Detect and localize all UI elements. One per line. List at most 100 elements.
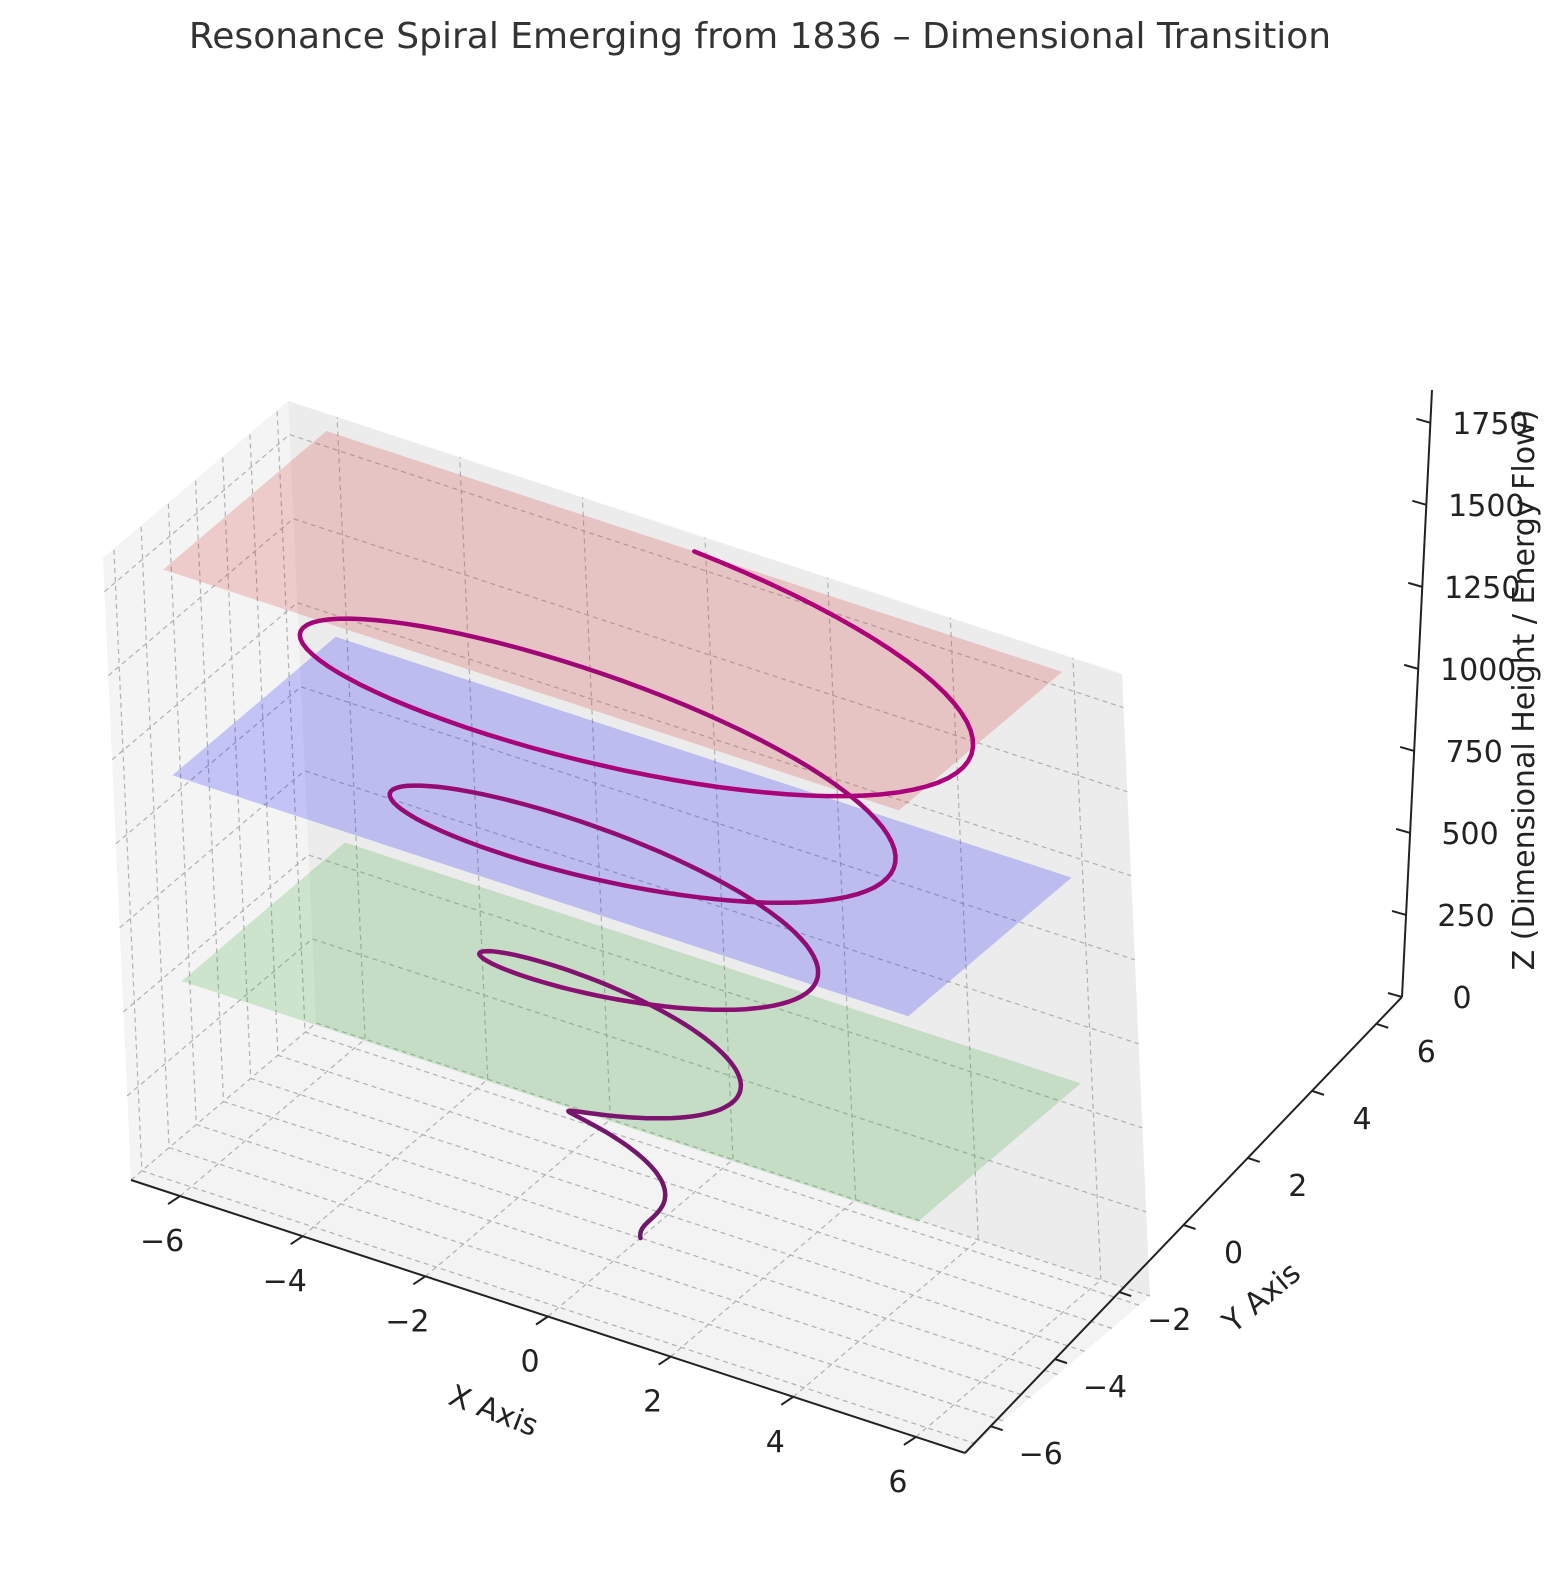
spiral-segment	[615, 997, 738, 1013]
z-axis-line	[1401, 389, 1433, 998]
spiral-segment	[904, 658, 976, 757]
z-tick-mark	[1403, 663, 1419, 670]
spiral-segment	[641, 1211, 659, 1229]
z-axis-label: Z (Dimensional Height / Energy Flow)	[1507, 410, 1542, 971]
x-tick-label: −2	[385, 1304, 429, 1339]
x-gridline	[547, 537, 734, 1317]
y-tick-mark	[990, 1425, 1004, 1432]
x-tick-mark	[412, 1275, 426, 1286]
y-tick-label: −4	[1083, 1370, 1127, 1405]
x-tick-mark	[903, 1436, 917, 1446]
z-tick-label: 1000	[1440, 653, 1516, 688]
spiral-segment	[798, 936, 821, 992]
grid-lines	[104, 410, 1151, 1445]
y-tick-label: −6	[1019, 1437, 1063, 1472]
spiral-segment	[654, 1171, 668, 1199]
spiral-segment	[863, 752, 974, 798]
x-tick-label: 2	[643, 1385, 662, 1420]
spiral-segment	[645, 772, 868, 799]
spiral-segment	[512, 952, 601, 984]
x-tick-label: 6	[888, 1465, 907, 1500]
x-tick-label: −6	[140, 1224, 184, 1259]
spiral-segment	[551, 810, 704, 874]
y-tick-mark	[1375, 1022, 1389, 1029]
plane-z-612	[181, 842, 1081, 1222]
layer-planes	[163, 431, 1081, 1222]
spiral-segment	[297, 616, 341, 652]
spiral-segment	[335, 616, 501, 645]
z-tick-mark	[1395, 827, 1411, 834]
spiral-segment	[729, 1067, 744, 1106]
spiral-segment	[620, 1114, 687, 1121]
spiral-segment	[566, 1108, 581, 1115]
x-tick-mark	[658, 1355, 672, 1366]
z-tick-mark	[1407, 581, 1423, 588]
z-tick-label: 1750	[1452, 407, 1528, 442]
x-axis-label: X Axis	[444, 1378, 543, 1444]
spiral-segment	[793, 871, 894, 905]
spiral-segment	[698, 868, 803, 941]
x-tick-mark	[167, 1195, 181, 1205]
x-tick-label: −4	[263, 1264, 307, 1299]
y-tick-mark	[1054, 1358, 1068, 1365]
spiral-segment	[424, 711, 651, 778]
z-tick-label: 500	[1441, 817, 1498, 852]
x-gridline	[425, 497, 612, 1277]
z-tick-mark	[1391, 910, 1407, 916]
chart-title: Resonance Spiral Emerging from 1836 – Di…	[189, 16, 1331, 57]
spiral-segment	[515, 971, 620, 1002]
spiral-segment	[388, 796, 469, 844]
tick-labels: −6−4−20246−6−4−2024602505007501000125015…	[140, 407, 1529, 1500]
spiral-segment	[567, 1110, 595, 1127]
y-tick-label: 0	[1224, 1236, 1243, 1271]
y-tick-label: 2	[1288, 1169, 1307, 1204]
spiral-segment	[855, 799, 898, 876]
x-tick-mark	[780, 1395, 794, 1406]
z-tick-label: 1500	[1448, 489, 1524, 524]
z-tick-label: 1250	[1444, 571, 1520, 606]
y-gridline	[113, 548, 977, 1445]
y-tick-label: −2	[1147, 1303, 1191, 1338]
spiral-segment	[576, 1109, 625, 1120]
z-tick-label: 0	[1452, 981, 1471, 1016]
plane-z-1836	[163, 431, 1063, 811]
spiral-segment	[637, 1223, 647, 1241]
spiral-segment	[732, 987, 813, 1012]
z-tick-mark	[1387, 992, 1403, 998]
x-gridline	[179, 417, 366, 1197]
z-tick-label: 250	[1437, 899, 1494, 934]
spiral-segment	[626, 1144, 660, 1176]
spiral-segment	[702, 711, 861, 805]
spiral-segment	[692, 549, 910, 664]
z-tick-mark	[1412, 499, 1427, 506]
spiral-segment	[681, 1100, 735, 1120]
spiral-segment	[590, 1122, 632, 1150]
x-tick-mark	[290, 1235, 304, 1246]
y-tick-mark	[1247, 1156, 1261, 1163]
x-tick-mark	[535, 1315, 549, 1326]
y-tick-mark	[1311, 1089, 1325, 1096]
spiral-segment	[654, 1194, 668, 1216]
spiral-segment	[304, 646, 430, 716]
spiral-segment	[682, 1022, 739, 1073]
y-tick-label: 4	[1352, 1102, 1371, 1137]
x-tick-label: 4	[766, 1425, 785, 1460]
x-gridline	[915, 657, 1102, 1438]
z-tick-mark	[1416, 417, 1431, 424]
plane-z-1224	[172, 636, 1072, 1017]
y-tick-mark	[1118, 1291, 1132, 1298]
x-gridline	[792, 617, 979, 1398]
spiral-segment	[477, 951, 520, 977]
x-gridline	[302, 457, 489, 1237]
spiral-segment	[623, 883, 799, 906]
y-tick-mark	[1183, 1224, 1196, 1230]
z-tick-mark	[1399, 745, 1415, 752]
spiral-segment	[387, 783, 432, 802]
spiral-series	[297, 549, 976, 1241]
spiral-segment	[495, 640, 707, 716]
spiral-segment	[426, 783, 557, 816]
y-tick-label: 6	[1417, 1035, 1436, 1070]
z-tick-label: 750	[1446, 735, 1503, 770]
spiral-segment	[464, 839, 629, 889]
